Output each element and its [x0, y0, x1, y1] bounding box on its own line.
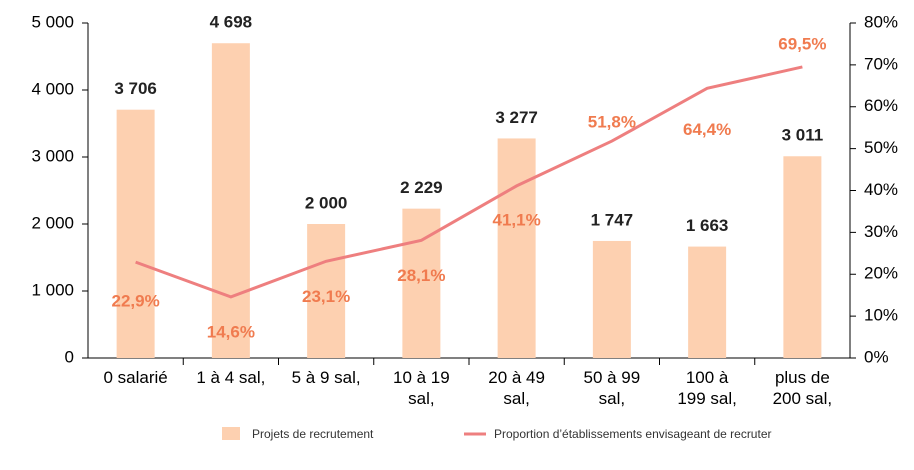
y2-tick-label: 40% — [864, 180, 898, 199]
bar-value-label: 1 747 — [591, 210, 634, 229]
y-tick-label: 4 000 — [31, 79, 74, 98]
bar-value-label: 2 229 — [400, 178, 443, 197]
y-tick-label: 2 000 — [31, 213, 74, 232]
bar-value-label: 3 011 — [782, 126, 824, 145]
y2-tick-label: 10% — [864, 306, 898, 325]
y2-tick-label: 0% — [864, 347, 889, 366]
x-tick-label: 20 à 49 sal, — [488, 368, 545, 408]
line — [135, 65, 803, 299]
legend-label: Projets de recrutement — [252, 427, 374, 441]
bar — [688, 246, 727, 358]
y-tick-label: 0 — [65, 347, 74, 366]
line-value-label: 51,8% — [588, 113, 636, 132]
bar — [592, 240, 631, 358]
legend-swatch — [222, 427, 240, 440]
line-value-label: 64,4% — [683, 120, 731, 139]
x-tick-label: 1 à 4 sal, — [196, 368, 266, 387]
x-tick-label: 10 à 19 sal, — [393, 368, 450, 408]
bar — [497, 138, 536, 358]
x-tick-label: 5 à 9 sal, — [291, 368, 361, 387]
bar — [116, 109, 155, 358]
bar — [783, 156, 822, 358]
y-tick-label: 5 000 — [31, 12, 74, 31]
y2-tick-label: 60% — [864, 96, 898, 115]
bar-value-label: 2 000 — [305, 193, 348, 212]
bar-value-label: 4 698 — [210, 13, 253, 32]
y2-tick-label: 80% — [864, 12, 898, 31]
x-tick-label: 0 salarié — [103, 368, 168, 387]
y2-tick-label: 70% — [864, 54, 898, 73]
y2-tick-label: 30% — [864, 222, 898, 241]
line-value-label: 14,6% — [207, 322, 255, 341]
line-value-label: 22,9% — [112, 292, 160, 311]
bar-value-label: 3 277 — [495, 108, 538, 127]
y2-tick-label: 50% — [864, 138, 898, 157]
line-value-label: 69,5% — [778, 34, 826, 53]
legend-label: Proportion d’établissements envisageant … — [494, 427, 772, 441]
bar — [211, 43, 250, 358]
y-tick-label: 3 000 — [31, 146, 74, 165]
bar-value-label: 1 663 — [686, 216, 729, 235]
bar-value-label: 3 706 — [114, 79, 157, 98]
x-tick-label: 50 à 99 sal, — [583, 368, 641, 408]
line-value-label: 23,1% — [302, 287, 350, 306]
x-tick-label: 100 à 199 sal, — [677, 368, 737, 408]
y2-tick-label: 20% — [864, 264, 898, 283]
y-tick-label: 1 000 — [31, 280, 74, 299]
line-value-label: 41,1% — [493, 210, 541, 229]
bar — [307, 224, 346, 358]
line-value-label: 28,1% — [397, 266, 445, 285]
x-tick-label: plus de 200 sal, — [772, 368, 833, 408]
